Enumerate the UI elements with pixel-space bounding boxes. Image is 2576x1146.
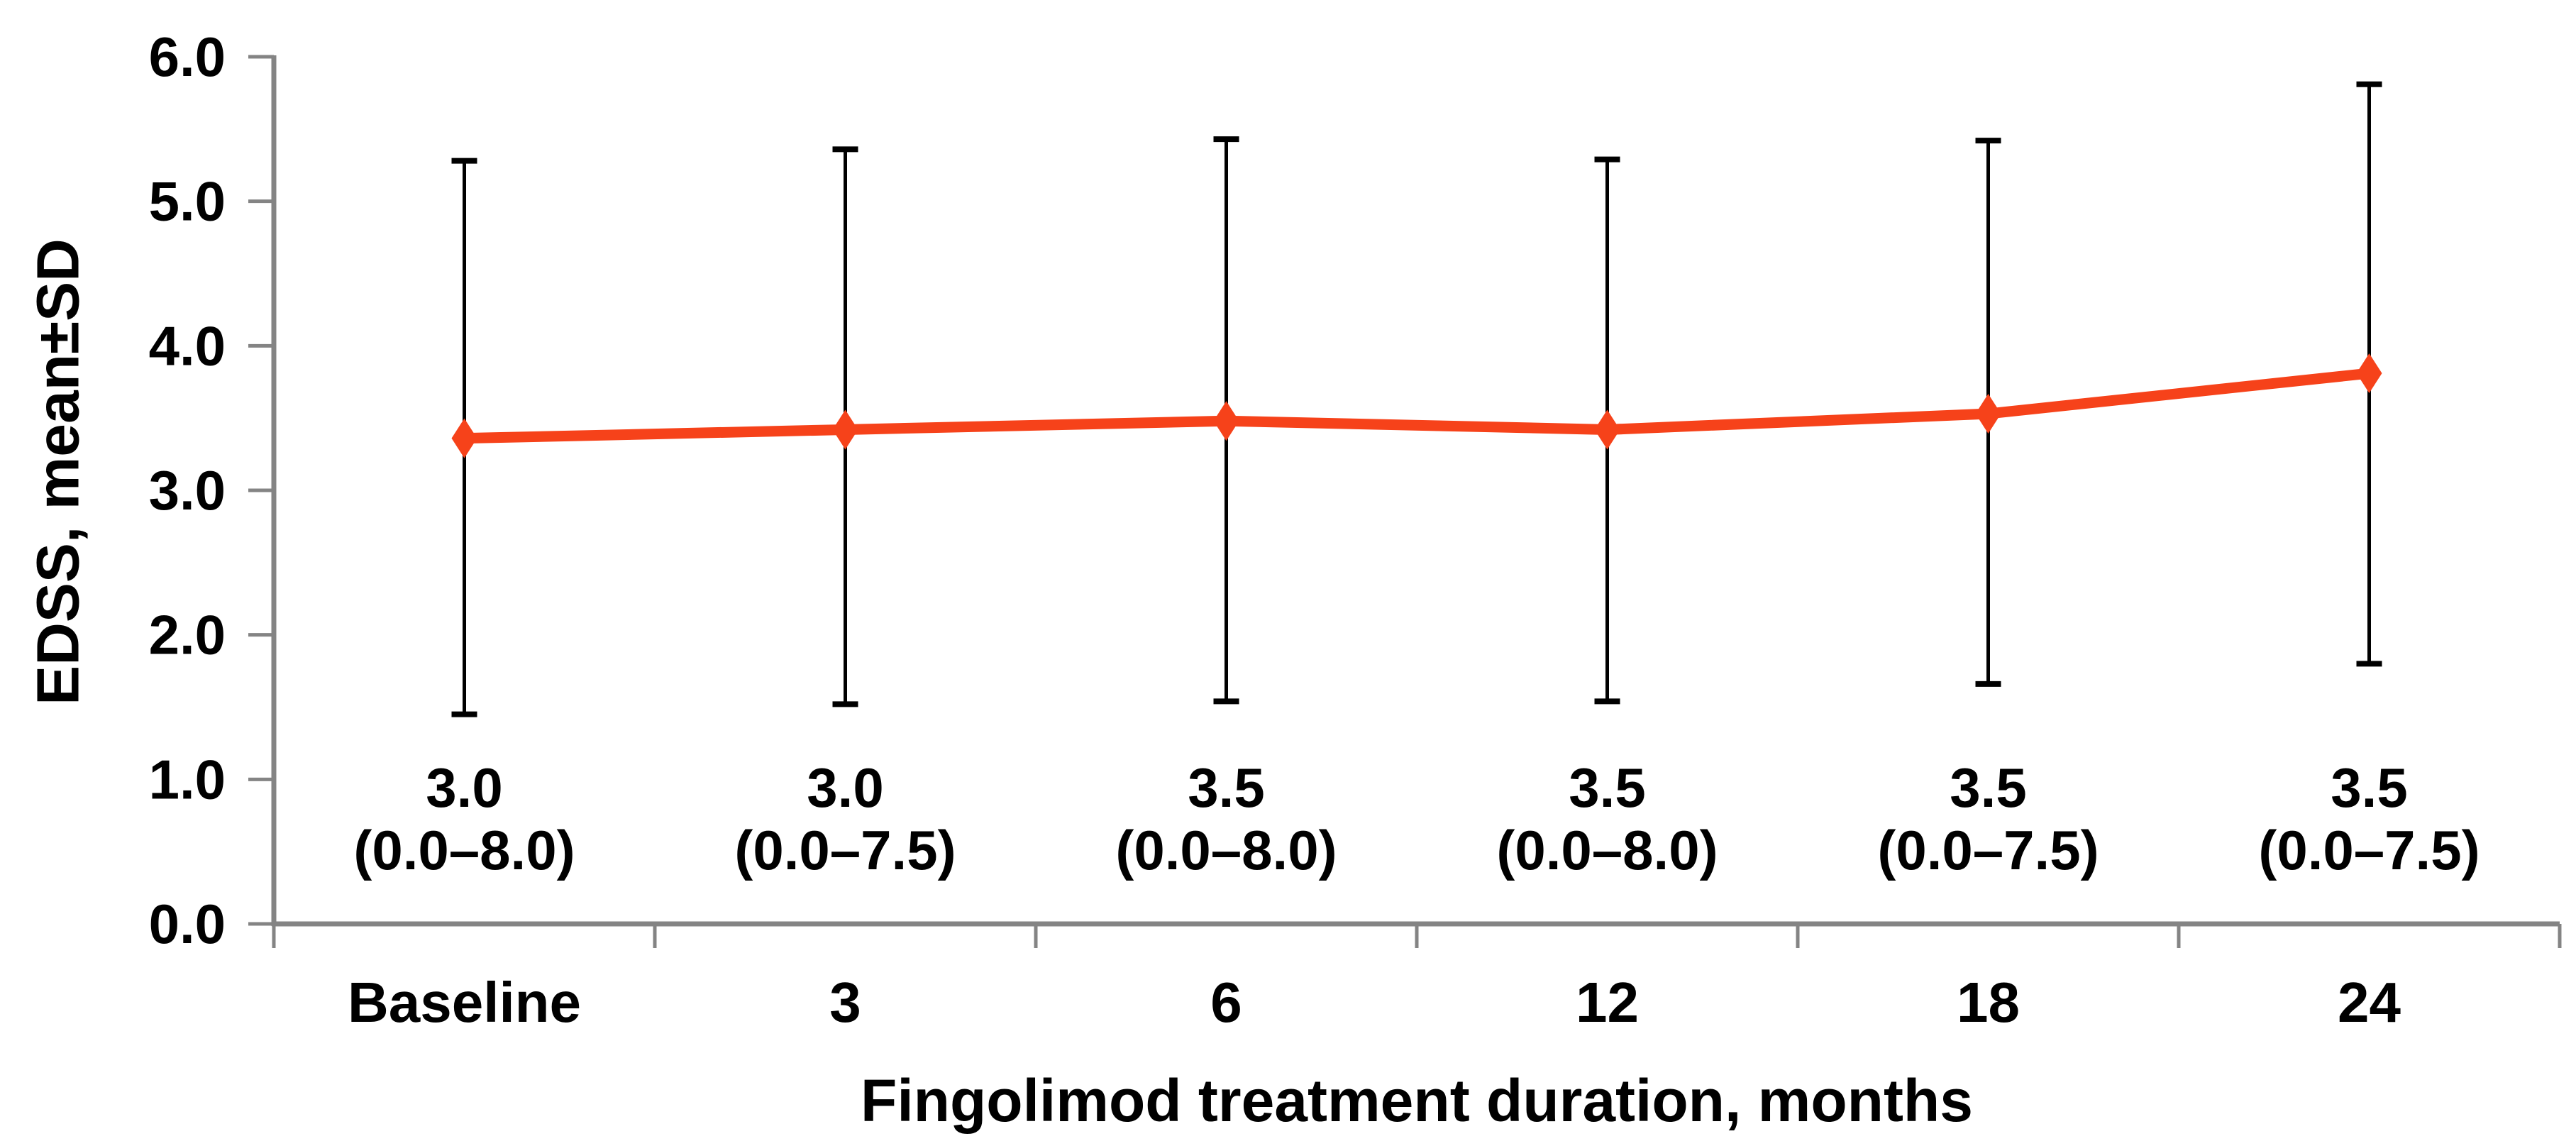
y-tick-label: 5.0: [149, 170, 226, 233]
point-median-label: 3.5: [2331, 756, 2407, 819]
data-point-marker: [1594, 409, 1620, 450]
point-range-label: (0.0–7.5): [734, 819, 956, 881]
y-tick-label: 6.0: [149, 26, 226, 88]
point-median-label: 3.5: [1569, 756, 1645, 819]
x-category-label: 6: [1210, 971, 1242, 1034]
y-tick-label: 4.0: [149, 314, 226, 377]
x-category-label: 24: [2338, 971, 2401, 1034]
y-tick-label: 1.0: [149, 748, 226, 810]
y-tick-label: 2.0: [149, 604, 226, 666]
x-category-label: Baseline: [348, 971, 581, 1034]
series-line: [459, 368, 2375, 444]
x-category-label: 18: [1957, 971, 2020, 1034]
point-range-label: (0.0–8.0): [1115, 819, 1337, 881]
x-axis-title: Fingolimod treatment duration, months: [861, 1067, 1973, 1134]
point-median-label: 3.5: [1188, 756, 1264, 819]
x-category-label: 12: [1576, 971, 1639, 1034]
y-axis-title-text: EDSS, mean±SD: [24, 238, 92, 705]
data-point-marker: [1213, 401, 1239, 441]
point-range-label: (0.0–7.5): [1877, 819, 2099, 881]
x-category-label: 3: [829, 971, 861, 1034]
data-point-marker: [2356, 353, 2382, 394]
point-median-label: 3.0: [807, 756, 883, 819]
data-point-marker: [832, 409, 858, 450]
point-range-label: (0.0–8.0): [353, 819, 575, 881]
y-tick-label: 0.0: [149, 893, 226, 955]
point-median-label: 3.5: [1950, 756, 2026, 819]
point-range-label: (0.0–8.0): [1496, 819, 1718, 881]
y-tick-label: 3.0: [149, 459, 226, 522]
point-range-label: (0.0–7.5): [2258, 819, 2480, 881]
data-point-marker: [1975, 394, 2001, 434]
data-point-marker: [451, 418, 477, 458]
point-median-label: 3.0: [426, 756, 502, 819]
